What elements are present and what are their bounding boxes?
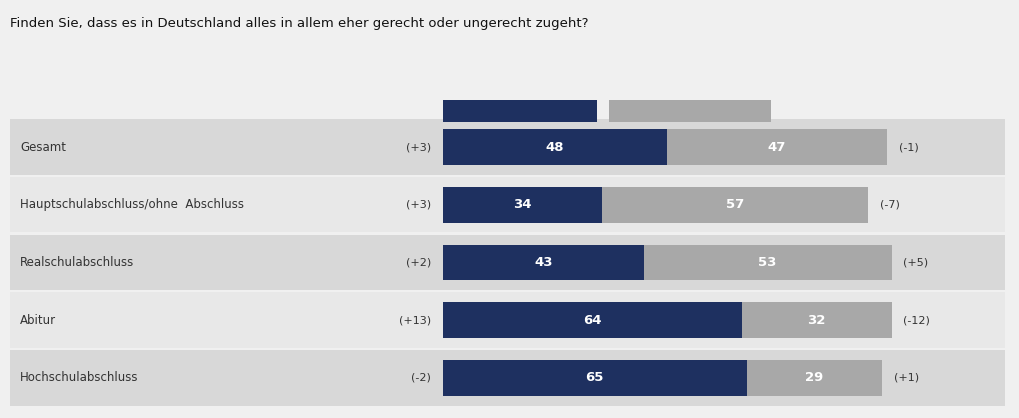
Text: 43: 43	[534, 256, 552, 269]
Text: 34: 34	[513, 198, 531, 211]
Bar	[442, 100, 596, 122]
Text: (+3): (+3)	[406, 200, 430, 210]
Bar	[10, 235, 1004, 290]
Text: (-2): (-2)	[411, 373, 430, 383]
Bar	[442, 302, 741, 338]
Text: (+1): (+1)	[894, 373, 918, 383]
Text: Realschulabschluss: Realschulabschluss	[20, 256, 135, 269]
Bar	[746, 360, 881, 396]
Text: (-7): (-7)	[879, 200, 899, 210]
Text: 57: 57	[726, 198, 743, 211]
Bar	[666, 129, 886, 165]
Text: 64: 64	[583, 314, 601, 327]
Bar	[10, 120, 1004, 175]
Text: Gesamt: Gesamt	[20, 140, 66, 153]
Text: (+5): (+5)	[903, 257, 927, 268]
Text: 32: 32	[807, 314, 825, 327]
Text: (+13): (+13)	[398, 315, 430, 325]
Text: (-1): (-1)	[898, 142, 918, 152]
Bar	[608, 100, 770, 122]
Bar	[442, 187, 601, 223]
Bar	[10, 177, 1004, 232]
Bar	[442, 245, 643, 280]
Text: (+2): (+2)	[406, 257, 430, 268]
Text: Hochschulabschluss: Hochschulabschluss	[20, 372, 139, 385]
Text: 53: 53	[758, 256, 776, 269]
Bar	[601, 187, 867, 223]
Bar	[10, 350, 1004, 405]
Text: Finden Sie, dass es in Deutschland alles in allem eher gerecht oder ungerecht zu: Finden Sie, dass es in Deutschland alles…	[10, 17, 588, 30]
Text: 65: 65	[585, 372, 603, 385]
Text: (-12): (-12)	[903, 315, 929, 325]
Bar	[442, 129, 666, 165]
Text: (+3): (+3)	[406, 142, 430, 152]
Bar	[643, 245, 891, 280]
Bar	[442, 360, 746, 396]
Text: Abitur: Abitur	[20, 314, 56, 327]
Text: 47: 47	[767, 140, 786, 153]
Text: Eher gerecht: Eher gerecht	[481, 105, 557, 118]
Text: Eher ungerecht: Eher ungerecht	[644, 105, 735, 118]
Bar	[741, 302, 891, 338]
Text: 29: 29	[804, 372, 822, 385]
Text: Hauptschulabschluss/ohne  Abschluss: Hauptschulabschluss/ohne Abschluss	[20, 198, 244, 211]
Bar	[10, 293, 1004, 348]
Text: 48: 48	[545, 140, 564, 153]
